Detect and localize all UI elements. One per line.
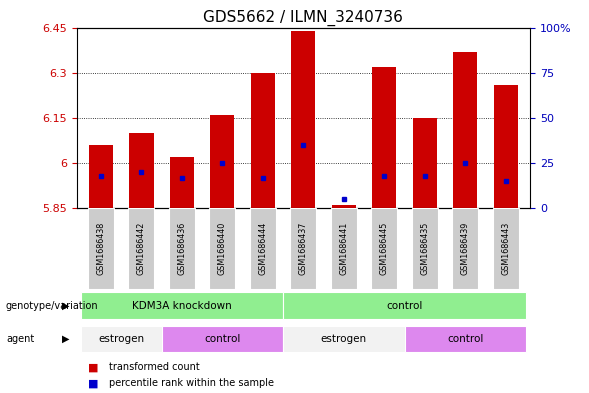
Bar bbox=[210, 208, 236, 289]
Bar bbox=[331, 208, 357, 289]
Bar bbox=[453, 51, 478, 208]
Text: GSM1686441: GSM1686441 bbox=[339, 222, 348, 275]
Bar bbox=[170, 157, 194, 208]
Bar bbox=[283, 292, 526, 319]
Text: GSM1686439: GSM1686439 bbox=[461, 222, 470, 275]
Text: estrogen: estrogen bbox=[98, 334, 144, 344]
Bar bbox=[405, 326, 526, 352]
Text: GSM1686440: GSM1686440 bbox=[218, 222, 227, 275]
Text: genotype/variation: genotype/variation bbox=[6, 301, 98, 310]
Text: control: control bbox=[447, 334, 484, 344]
Text: GSM1686435: GSM1686435 bbox=[421, 222, 429, 275]
Bar bbox=[161, 326, 283, 352]
Text: GSM1686442: GSM1686442 bbox=[137, 222, 146, 275]
Bar bbox=[494, 85, 518, 208]
Text: transformed count: transformed count bbox=[109, 362, 200, 373]
Text: ▶: ▶ bbox=[62, 334, 70, 344]
Bar bbox=[290, 208, 316, 289]
Bar bbox=[283, 326, 405, 352]
Text: GSM1686436: GSM1686436 bbox=[177, 222, 186, 275]
Bar bbox=[250, 208, 276, 289]
Text: control: control bbox=[386, 301, 423, 310]
Title: GDS5662 / ILMN_3240736: GDS5662 / ILMN_3240736 bbox=[203, 10, 403, 26]
Bar bbox=[129, 133, 154, 208]
Bar bbox=[493, 208, 519, 289]
Bar bbox=[210, 115, 234, 208]
Text: GSM1686438: GSM1686438 bbox=[97, 222, 105, 275]
Text: GSM1686443: GSM1686443 bbox=[501, 222, 510, 275]
Bar bbox=[332, 205, 356, 208]
Text: GSM1686437: GSM1686437 bbox=[299, 222, 308, 275]
Text: KDM3A knockdown: KDM3A knockdown bbox=[132, 301, 231, 310]
Text: ■: ■ bbox=[88, 362, 99, 373]
Text: estrogen: estrogen bbox=[321, 334, 367, 344]
Bar bbox=[81, 292, 283, 319]
Bar bbox=[89, 145, 113, 208]
Text: agent: agent bbox=[6, 334, 34, 344]
Bar bbox=[413, 118, 437, 208]
Text: GSM1686445: GSM1686445 bbox=[380, 222, 389, 275]
Bar bbox=[291, 31, 316, 208]
Bar bbox=[169, 208, 195, 289]
Bar bbox=[128, 208, 154, 289]
Text: percentile rank within the sample: percentile rank within the sample bbox=[109, 378, 274, 388]
Text: GSM1686444: GSM1686444 bbox=[259, 222, 267, 275]
Bar bbox=[81, 326, 161, 352]
Bar bbox=[452, 208, 478, 289]
Text: ▶: ▶ bbox=[62, 301, 70, 310]
Text: ■: ■ bbox=[88, 378, 99, 388]
Bar bbox=[412, 208, 438, 289]
Bar bbox=[251, 73, 275, 208]
Bar bbox=[372, 67, 396, 208]
Text: control: control bbox=[204, 334, 240, 344]
Bar bbox=[88, 208, 114, 289]
Bar bbox=[372, 208, 397, 289]
